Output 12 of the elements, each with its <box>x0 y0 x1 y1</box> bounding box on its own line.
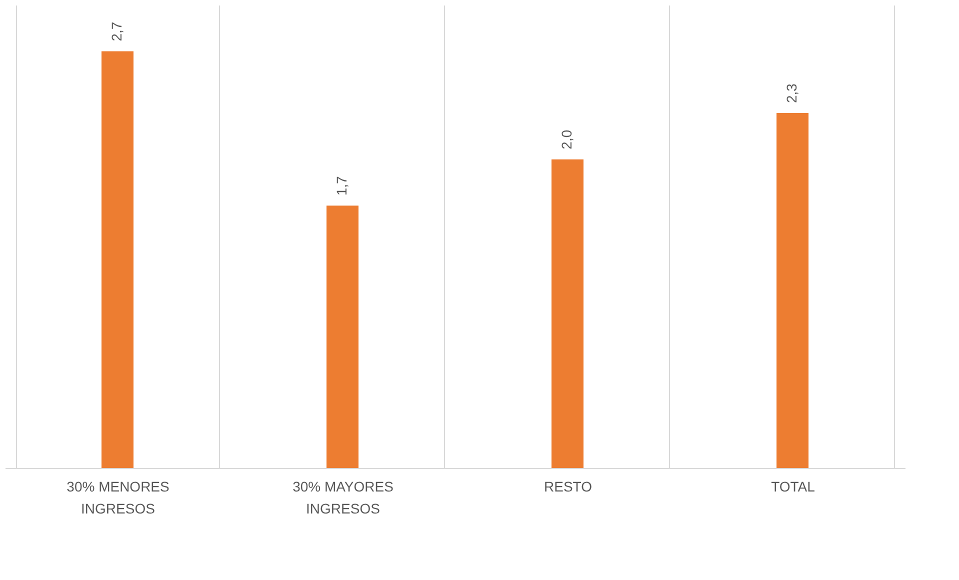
data-label: 2,7 <box>108 22 124 42</box>
x-tick-label: 30% MENORES INGRESOS <box>66 478 170 516</box>
x-tick-label: TOTAL <box>771 478 816 494</box>
data-label: 2,0 <box>558 130 574 150</box>
bar <box>552 159 584 468</box>
bar <box>102 51 134 468</box>
bar <box>776 113 808 468</box>
x-tick-label: 30% MAYORES INGRESOS <box>292 478 394 516</box>
data-label: 1,7 <box>334 176 350 196</box>
x-tick-label: RESTO <box>544 478 592 494</box>
data-label: 2,3 <box>784 83 800 104</box>
bar <box>326 206 358 468</box>
